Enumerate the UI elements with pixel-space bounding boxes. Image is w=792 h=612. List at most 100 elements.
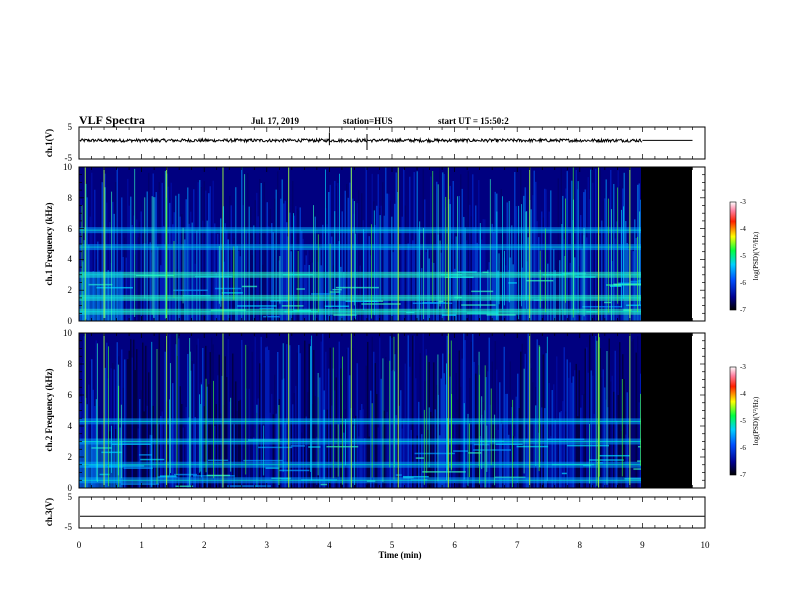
spectro-texture — [538, 237, 540, 321]
spectro-texture — [431, 416, 433, 488]
spectro-texture — [623, 379, 625, 488]
spectro-texture — [160, 265, 162, 321]
spectro-texture — [453, 450, 469, 452]
spectro-texture — [221, 375, 223, 488]
spectro-texture — [200, 187, 202, 321]
spectro-texture — [484, 410, 486, 488]
spectro-texture — [389, 336, 391, 488]
spectro-texture — [362, 409, 364, 488]
spectro-texture — [314, 216, 316, 321]
spectro-texture — [120, 483, 160, 485]
spectro-texture — [95, 259, 97, 321]
spectro-texture — [397, 192, 399, 321]
spectro-texture — [541, 407, 543, 488]
spectro-texture — [544, 408, 546, 488]
spectro-texture — [637, 336, 639, 488]
spectro-texture — [571, 382, 573, 488]
spectro-texture — [191, 222, 193, 321]
spectro-texture — [572, 376, 574, 488]
spectro-texture — [499, 382, 501, 488]
spectro-texture — [611, 375, 613, 488]
spectro-texture — [235, 187, 237, 321]
spectro-texture — [83, 336, 85, 488]
spectro-texture — [526, 279, 554, 282]
spectro-texture — [290, 445, 305, 447]
spectro-texture — [640, 199, 641, 321]
spectro-texture — [295, 206, 297, 321]
spectro-texture — [265, 246, 267, 321]
spectro-texture — [181, 214, 183, 321]
spectro-texture — [167, 186, 169, 321]
spectro-texture — [301, 432, 303, 488]
spectro-texture — [214, 425, 216, 488]
spectro-texture — [449, 376, 451, 488]
spectro-texture — [422, 333, 424, 488]
spectro-texture — [217, 375, 219, 488]
header-station: station=HUS — [343, 116, 393, 126]
spectro-texture — [634, 219, 636, 321]
spectro-texture — [349, 375, 351, 488]
spectro-texture — [535, 181, 537, 321]
spectro-texture — [316, 219, 318, 321]
spectro-texture — [152, 405, 154, 488]
spectro-texture — [619, 186, 621, 321]
spectro-texture — [124, 237, 126, 321]
spectro-texture — [634, 421, 636, 488]
spectro-texture — [476, 242, 478, 321]
spectro-texture — [487, 371, 489, 488]
spectro-texture — [100, 179, 102, 321]
spectro-texture — [527, 333, 529, 488]
spectro-texture — [458, 195, 460, 321]
spectro-texture — [281, 179, 283, 321]
spectro-texture — [440, 252, 442, 321]
spectro-texture — [310, 293, 336, 295]
spectro-texture — [515, 206, 517, 321]
spectro-texture — [383, 215, 385, 321]
spectro-texture — [358, 190, 360, 321]
spectro-texture — [566, 444, 609, 447]
spectro-texture — [196, 344, 198, 488]
spectro-texture — [614, 238, 616, 321]
spectro-texture — [344, 190, 346, 321]
spectro-texture — [505, 265, 507, 321]
spectro-texture — [179, 216, 181, 321]
spectro-texture — [485, 377, 487, 488]
spectro-texture — [418, 401, 420, 488]
spectro-texture — [275, 413, 277, 488]
spectro-texture — [134, 370, 136, 488]
spectro-texture — [388, 193, 390, 321]
ch2-ytick-4: 4 — [68, 421, 73, 431]
spectro-texture — [161, 182, 163, 321]
spectro-texture — [82, 362, 84, 488]
spectro-texture — [398, 405, 400, 488]
spectro-texture — [170, 422, 172, 488]
spectro-texture — [518, 408, 520, 488]
spectro-texture — [308, 343, 310, 488]
spectro-texture — [279, 469, 310, 472]
spectro-texture — [406, 422, 408, 488]
spectro-texture — [203, 181, 205, 321]
spectro-texture — [452, 181, 454, 321]
ch2-ytick-6: 6 — [68, 390, 73, 400]
spectro-texture — [419, 255, 421, 321]
spectro-texture — [274, 198, 276, 321]
spectro-texture — [482, 218, 484, 321]
spectro-texture — [404, 205, 406, 321]
spectro-texture — [259, 307, 275, 310]
spectro-texture — [311, 403, 313, 488]
spectro-texture — [206, 386, 208, 488]
spectro-texture — [560, 410, 562, 488]
spectro-texture — [106, 202, 108, 321]
spectro-texture — [333, 314, 357, 316]
spectro-texture — [592, 375, 594, 488]
spectro-texture — [293, 215, 295, 321]
spectro-texture — [100, 419, 102, 488]
ch2-colorbar-label: log(PSD)(V²/Hz) — [752, 396, 760, 445]
spectro-texture — [184, 239, 186, 321]
spectro-texture — [221, 220, 223, 321]
spectro-texture — [463, 216, 465, 321]
spectro-texture — [548, 382, 550, 488]
spectro-texture — [88, 283, 113, 286]
x-tick-label: 6 — [452, 540, 457, 550]
spectro-texture — [563, 239, 565, 321]
